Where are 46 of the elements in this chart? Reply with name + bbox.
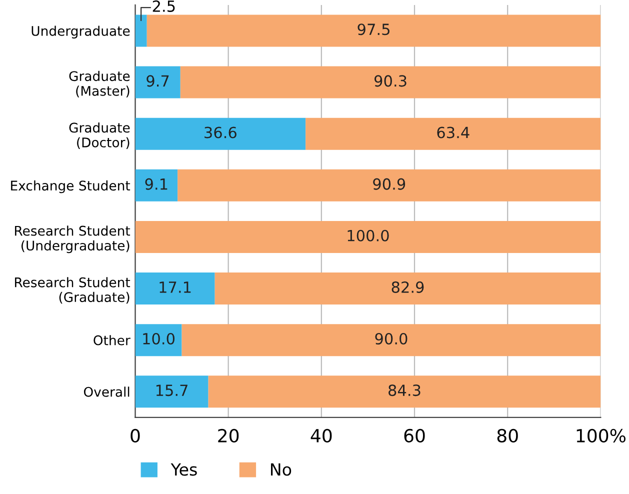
bar xyxy=(135,272,215,305)
x-tick-label: 40 xyxy=(310,428,332,443)
data-label: 90.0 xyxy=(375,332,408,345)
data-label: 82.9 xyxy=(392,281,424,293)
y-tick-label: Graduate (Doctor) xyxy=(69,122,130,149)
bar xyxy=(135,376,208,408)
bar xyxy=(180,66,601,98)
data-label: 84.3 xyxy=(388,384,420,396)
bar xyxy=(306,118,601,150)
bar xyxy=(214,272,601,305)
legend-label: Yes xyxy=(170,463,197,476)
x-tick-label: 100% xyxy=(576,428,626,443)
y-tick-label: Research Student (Undergraduate) xyxy=(15,226,130,254)
data-label: 10.0 xyxy=(143,332,174,345)
y-tick-label: Undergraduate xyxy=(32,26,130,38)
bar xyxy=(135,66,180,98)
bar xyxy=(182,324,601,356)
x-tick-label: 20 xyxy=(218,428,239,443)
x-tick-label: 0 xyxy=(130,428,140,443)
data-label: 63.4 xyxy=(437,126,470,138)
bar xyxy=(135,169,178,202)
bar xyxy=(178,169,601,202)
y-tick-label: Other xyxy=(94,335,130,346)
bar xyxy=(208,376,601,408)
data-label: 2.5 xyxy=(152,0,175,12)
data-label: 9.1 xyxy=(145,178,168,190)
data-label: 9.7 xyxy=(146,75,169,87)
bar xyxy=(135,118,306,150)
y-tick-label: Graduate (Master) xyxy=(69,70,130,98)
x-tick-label: 80 xyxy=(497,428,518,443)
bar xyxy=(135,324,182,356)
y-tick-label: Research Student (Graduate) xyxy=(15,277,130,304)
data-label: 15.7 xyxy=(156,384,188,396)
bar xyxy=(146,14,601,47)
data-label: 90.9 xyxy=(373,178,406,190)
data-label: 36.6 xyxy=(204,126,236,138)
y-tick-label: Exchange Student xyxy=(11,180,130,194)
data-label: 90.3 xyxy=(374,75,406,87)
data-label: 100.0 xyxy=(348,230,389,242)
data-label: 17.1 xyxy=(160,282,191,293)
bar xyxy=(135,220,601,253)
bar xyxy=(135,14,147,47)
legend-label: No xyxy=(271,463,292,476)
y-tick-label: Overall xyxy=(84,386,130,397)
data-label: 97.5 xyxy=(358,24,390,36)
x-tick-label: 60 xyxy=(404,428,425,443)
